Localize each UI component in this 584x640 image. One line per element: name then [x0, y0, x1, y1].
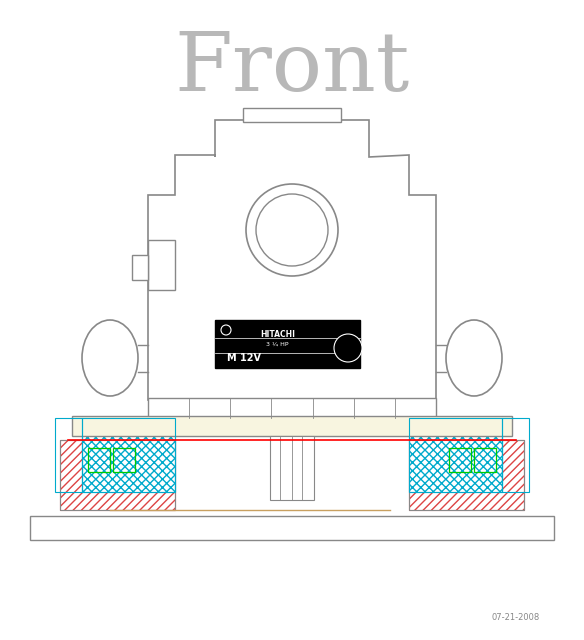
Bar	[88, 448, 110, 472]
Bar	[30, 516, 554, 540]
Bar	[82, 418, 175, 492]
Text: M 12V: M 12V	[227, 353, 261, 363]
Bar	[60, 440, 175, 510]
Ellipse shape	[82, 320, 138, 396]
Text: 07-21-2008: 07-21-2008	[492, 614, 540, 623]
Polygon shape	[148, 120, 436, 400]
Bar	[148, 398, 436, 418]
Circle shape	[334, 334, 362, 362]
Bar	[409, 418, 502, 492]
Bar	[215, 320, 360, 368]
Bar	[409, 418, 502, 492]
Bar	[409, 440, 524, 510]
Text: 3 ¼ HP: 3 ¼ HP	[266, 342, 288, 347]
Bar	[502, 418, 529, 492]
Circle shape	[221, 325, 231, 335]
Bar	[449, 448, 471, 472]
Bar	[243, 108, 341, 122]
Bar	[270, 436, 314, 500]
Bar	[409, 440, 524, 510]
Bar	[113, 448, 135, 472]
Bar	[474, 448, 496, 472]
Bar	[55, 418, 82, 492]
Bar	[72, 416, 512, 436]
Bar	[82, 418, 175, 492]
Bar	[132, 255, 148, 280]
Bar	[60, 440, 175, 510]
Text: Front: Front	[174, 28, 410, 108]
Bar	[148, 240, 175, 290]
Text: HITACHI: HITACHI	[260, 330, 295, 339]
Ellipse shape	[446, 320, 502, 396]
